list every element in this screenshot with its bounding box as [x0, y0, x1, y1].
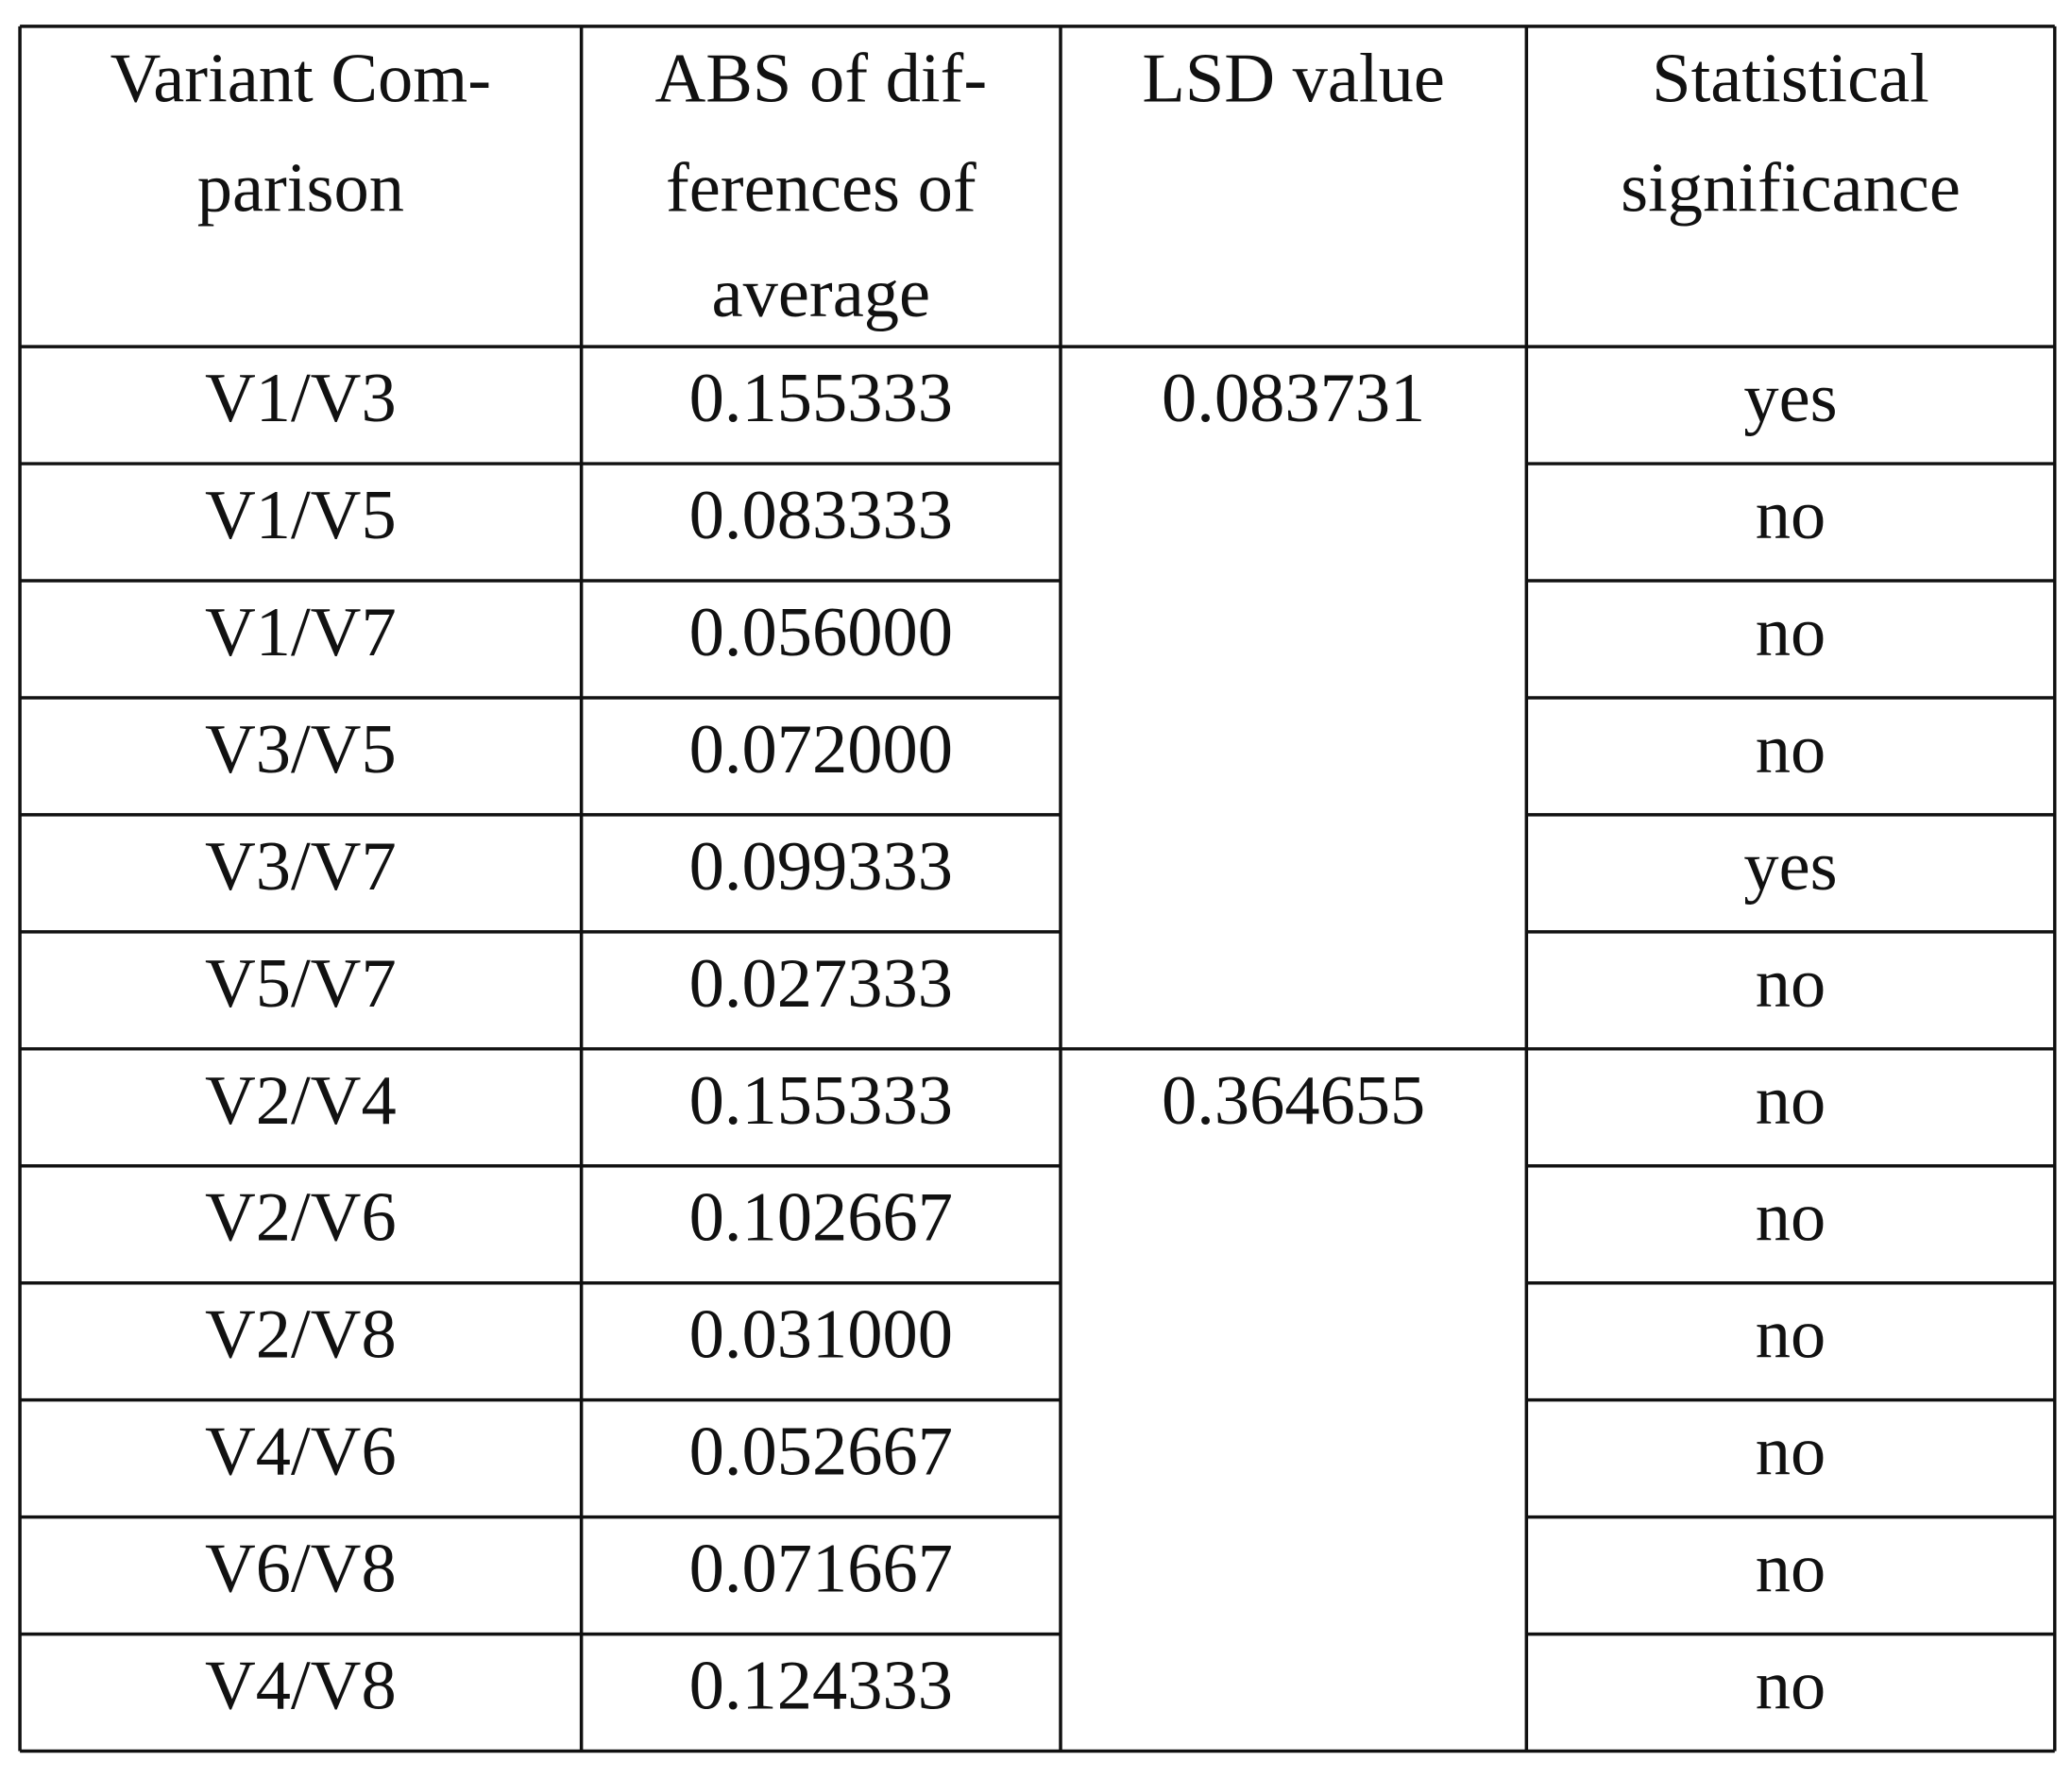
header-text: LSD value [1142, 41, 1445, 118]
header-text: parison [197, 150, 404, 228]
abs-difference: 0.027333 [689, 945, 953, 1023]
abs-difference: 0.071667 [689, 1531, 953, 1608]
lsd-value: 0.083731 [1162, 360, 1425, 437]
comparison: V1/V7 [205, 594, 397, 671]
comparison: V2/V6 [205, 1179, 397, 1257]
significance: yes [1743, 360, 1837, 437]
header-text: significance [1621, 150, 1961, 228]
significance: no [1756, 594, 1826, 671]
abs-difference: 0.124333 [689, 1648, 953, 1725]
comparison: V3/V5 [205, 711, 397, 788]
header-text: average [712, 255, 930, 332]
significance: no [1756, 1179, 1826, 1257]
abs-difference: 0.155333 [689, 360, 953, 437]
significance: no [1756, 945, 1826, 1023]
comparison: V4/V8 [205, 1648, 397, 1725]
significance: no [1756, 1531, 1826, 1608]
abs-difference: 0.031000 [689, 1296, 953, 1374]
significance: no [1756, 1648, 1826, 1725]
comparison: V6/V8 [205, 1531, 397, 1608]
lsd-value: 0.364655 [1162, 1062, 1425, 1140]
header-text: ABS of dif- [654, 41, 987, 118]
header-text: Statistical [1652, 41, 1929, 118]
significance: yes [1743, 828, 1837, 906]
abs-difference: 0.072000 [689, 711, 953, 788]
abs-difference: 0.155333 [689, 1062, 953, 1140]
comparison: V1/V5 [205, 477, 397, 554]
abs-difference: 0.102667 [689, 1179, 953, 1257]
comparison: V1/V3 [205, 360, 397, 437]
abs-difference: 0.099333 [689, 828, 953, 906]
significance: no [1756, 1296, 1826, 1374]
header-text: Variant Com- [110, 41, 491, 118]
comparison: V3/V7 [205, 828, 397, 906]
comparison: V2/V4 [205, 1062, 397, 1140]
significance: no [1756, 477, 1826, 554]
abs-difference: 0.056000 [689, 594, 953, 671]
significance: no [1756, 1062, 1826, 1140]
comparison: V5/V7 [205, 945, 397, 1023]
comparison: V4/V6 [205, 1414, 397, 1491]
comparison: V2/V8 [205, 1296, 397, 1374]
abs-difference: 0.083333 [689, 477, 953, 554]
significance: no [1756, 1414, 1826, 1491]
significance: no [1756, 711, 1826, 788]
abs-difference: 0.052667 [689, 1414, 953, 1491]
header-text: ferences of [666, 150, 977, 228]
